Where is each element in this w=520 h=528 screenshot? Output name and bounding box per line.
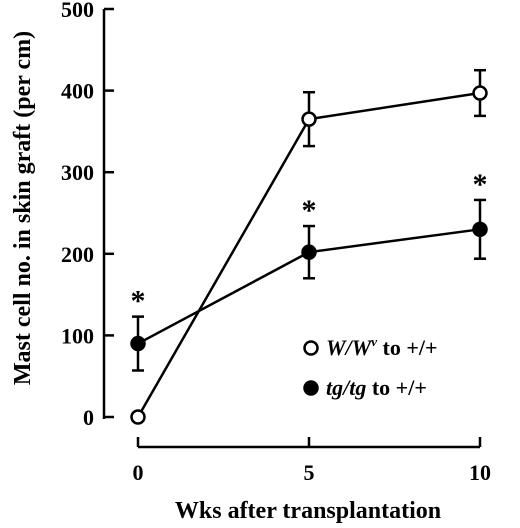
y-tick-label: 0 xyxy=(83,405,94,430)
legend: W/Wv to +/+ tg/tg to +/+ xyxy=(303,334,438,400)
significance-star: * xyxy=(302,194,317,227)
series-1 xyxy=(130,68,488,425)
chart-ticks: 0 100 200 300 400 500 0 5 10 xyxy=(61,0,491,485)
x-axis-title: Wks after transplantation xyxy=(175,498,441,524)
y-tick-label: 300 xyxy=(61,160,94,185)
data-point xyxy=(130,409,146,425)
data-point xyxy=(301,111,317,127)
data-point xyxy=(301,244,317,260)
legend-marker xyxy=(303,340,319,356)
data-point xyxy=(472,221,488,238)
x-tick-label: 10 xyxy=(469,460,491,485)
y-tick-label: 200 xyxy=(61,242,94,267)
series-2 xyxy=(130,198,488,372)
x-tick-label: 0 xyxy=(133,460,144,485)
legend-marker xyxy=(303,380,319,396)
y-tick-label: 500 xyxy=(61,0,94,22)
y-axis-title: Mast cell no. in skin graft (per cm) xyxy=(10,31,36,385)
x-tick-label: 5 xyxy=(304,460,315,485)
y-tick-label: 100 xyxy=(61,323,94,348)
chart-series xyxy=(130,68,488,425)
chart-annotations: * * * xyxy=(131,168,488,318)
data-point xyxy=(472,85,488,101)
y-tick-label: 400 xyxy=(61,79,94,104)
data-point xyxy=(130,335,146,352)
legend-label: tg/tg to +/+ xyxy=(326,375,427,400)
significance-star: * xyxy=(473,168,488,201)
legend-label: W/Wv to +/+ xyxy=(326,334,438,360)
significance-star: * xyxy=(131,285,146,318)
